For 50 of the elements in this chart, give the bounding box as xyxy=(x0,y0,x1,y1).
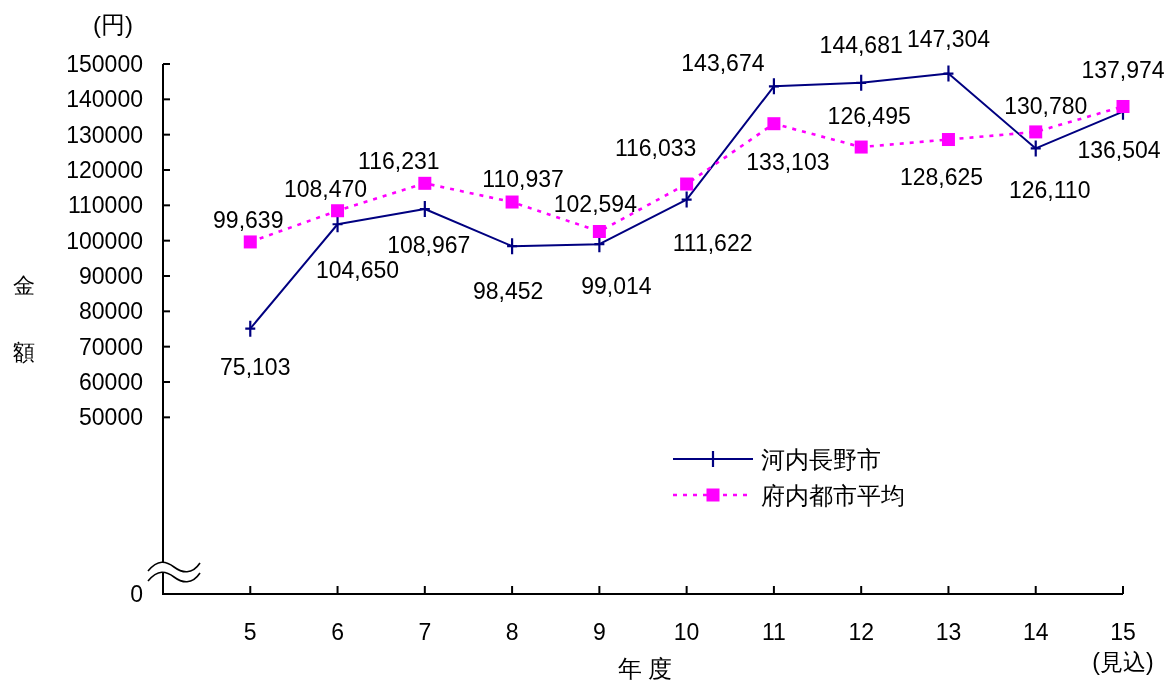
y-tick-label: 130000 xyxy=(66,121,143,148)
x-tick-label: 7 xyxy=(418,619,432,645)
x-tick-label: 5 xyxy=(243,619,257,645)
legend-label: 府内都市平均 xyxy=(761,481,905,509)
x-tick-label: 11 xyxy=(761,619,786,645)
y-tick-label: 140000 xyxy=(66,86,143,113)
x-tick-label: 9 xyxy=(592,619,606,645)
x-tick-label: 13 xyxy=(935,619,962,645)
x-tick-label: 6 xyxy=(331,619,344,645)
data-label: 99,014 xyxy=(581,273,652,300)
data-label: 144,681 xyxy=(819,31,903,58)
y-tick-label: 0 xyxy=(130,581,143,607)
legend-label: 河内長野市 xyxy=(761,445,881,473)
data-label: 128,625 xyxy=(899,163,984,190)
y-tick-label: 120000 xyxy=(66,157,143,183)
x-tick-label: 15 (見込) xyxy=(1092,619,1154,675)
y-tick-label: 80000 xyxy=(79,298,143,325)
data-label: 102,594 xyxy=(553,190,638,217)
y-tick-label: 50000 xyxy=(79,404,143,431)
data-label: 126,110 xyxy=(1009,177,1091,204)
data-label: 126,495 xyxy=(827,103,911,130)
x-tick-label: 12 xyxy=(848,619,874,645)
data-label: 133,103 xyxy=(746,148,830,175)
data-label: 116,231 xyxy=(358,148,440,175)
y-tick-label: 100000 xyxy=(66,227,143,254)
data-label: 136,504 xyxy=(1077,136,1161,163)
data-label: 98,452 xyxy=(472,278,544,305)
y-tick-label: 150000 xyxy=(66,51,143,77)
data-label: 147,304 xyxy=(906,25,991,52)
x-tick-label: 8 xyxy=(505,619,519,645)
text: (円) xyxy=(93,10,133,38)
y-tick-label: 110000 xyxy=(67,192,143,219)
y-tick-label: 90000 xyxy=(79,263,143,289)
data-label: 116,033 xyxy=(614,135,697,162)
data-label: 108,470 xyxy=(283,175,368,202)
data-label: 111,622 xyxy=(672,229,753,256)
x-tick-label: 14 xyxy=(1022,619,1049,645)
y-tick-label: 60000 xyxy=(79,369,143,395)
data-label: 143,674 xyxy=(681,50,765,77)
y-tick-label: 70000 xyxy=(79,333,143,360)
x-axis-title: 年 度 xyxy=(617,654,673,682)
data-label: 130,780 xyxy=(1004,92,1088,119)
data-label: 108,967 xyxy=(387,231,471,258)
text: 金額 xyxy=(13,272,35,365)
data-label: 137,974 xyxy=(1081,57,1165,84)
x-tick-label: 10 xyxy=(673,619,700,645)
data-label: 104,650 xyxy=(315,257,400,284)
data-label: 110,937 xyxy=(482,166,564,193)
data-label: 99,639 xyxy=(213,206,284,233)
data-label: 75,103 xyxy=(220,353,291,380)
